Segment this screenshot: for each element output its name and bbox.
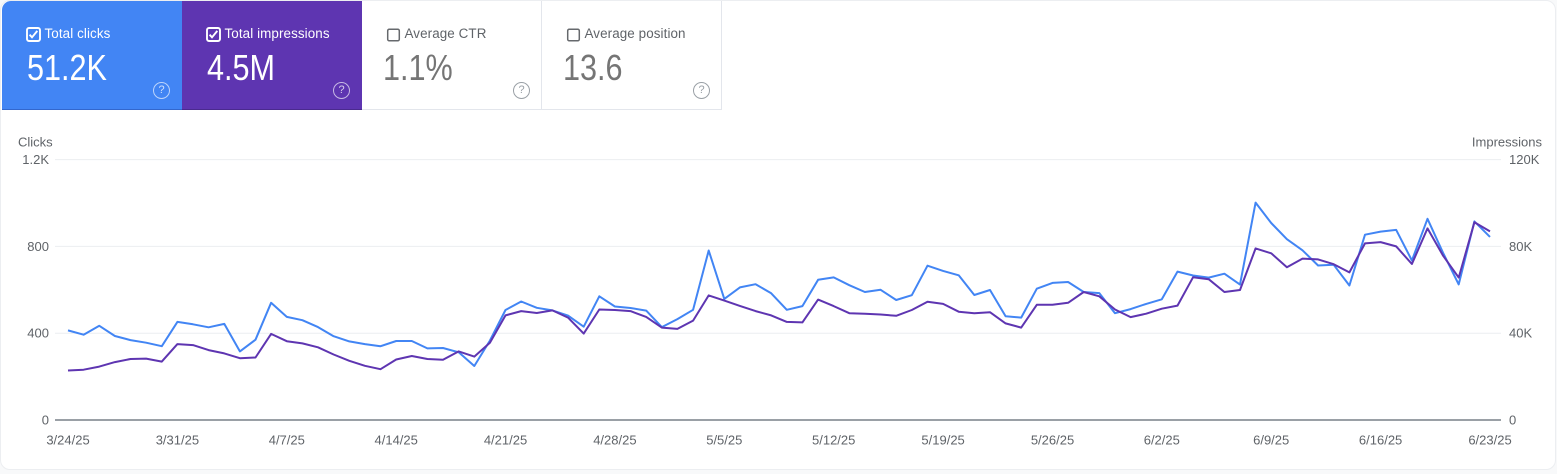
svg-text:4/14/25: 4/14/25	[375, 433, 418, 448]
svg-text:40K: 40K	[1509, 326, 1532, 341]
svg-text:800: 800	[27, 239, 49, 254]
svg-text:Clicks: Clicks	[18, 135, 53, 150]
svg-text:6/16/25: 6/16/25	[1359, 433, 1402, 448]
svg-text:5/19/25: 5/19/25	[921, 433, 964, 448]
svg-text:4/28/25: 4/28/25	[593, 433, 636, 448]
svg-text:Impressions: Impressions	[1472, 135, 1543, 150]
svg-text:0: 0	[42, 413, 49, 428]
svg-text:0: 0	[1509, 413, 1516, 428]
svg-text:5/26/25: 5/26/25	[1031, 433, 1074, 448]
svg-text:4/7/25: 4/7/25	[269, 433, 305, 448]
svg-text:120K: 120K	[1509, 152, 1540, 167]
svg-text:4/21/25: 4/21/25	[484, 433, 527, 448]
svg-text:3/24/25: 3/24/25	[46, 433, 89, 448]
svg-text:5/12/25: 5/12/25	[812, 433, 855, 448]
svg-text:5/5/25: 5/5/25	[706, 433, 742, 448]
svg-text:6/23/25: 6/23/25	[1468, 433, 1511, 448]
svg-text:6/9/25: 6/9/25	[1253, 433, 1289, 448]
svg-text:3/31/25: 3/31/25	[156, 433, 199, 448]
svg-text:1.2K: 1.2K	[22, 152, 49, 167]
svg-text:400: 400	[27, 326, 49, 341]
svg-text:6/2/25: 6/2/25	[1144, 433, 1180, 448]
svg-text:80K: 80K	[1509, 239, 1532, 254]
